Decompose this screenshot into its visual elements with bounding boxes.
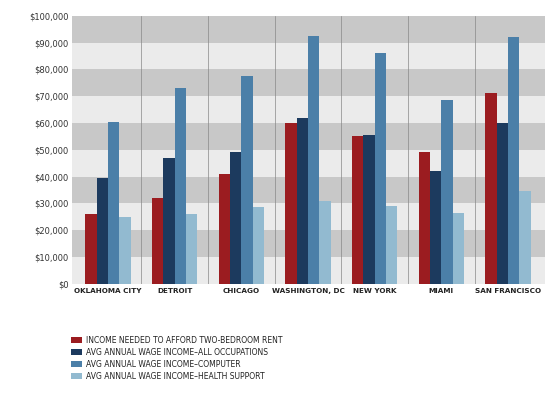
Bar [72, 123, 544, 150]
Bar [296, 117, 308, 284]
Bar [119, 217, 131, 284]
Bar [72, 69, 544, 96]
Bar [230, 152, 241, 284]
Bar [152, 198, 163, 284]
Bar [85, 214, 97, 284]
Bar [386, 206, 397, 284]
Bar [430, 171, 441, 284]
Bar [72, 230, 544, 257]
Bar [308, 36, 320, 284]
Bar [252, 207, 264, 284]
Bar [72, 177, 544, 203]
Bar [175, 88, 186, 284]
Bar [352, 136, 364, 284]
Bar [241, 76, 252, 284]
Bar [419, 152, 430, 284]
Bar [186, 214, 197, 284]
Bar [508, 37, 519, 284]
Bar [320, 201, 331, 284]
Bar [453, 213, 464, 284]
Bar [72, 257, 544, 284]
Bar [97, 178, 108, 284]
Bar [219, 174, 230, 284]
Bar [485, 93, 497, 284]
Bar [108, 122, 119, 284]
Bar [72, 96, 544, 123]
Bar [441, 100, 453, 284]
Bar [375, 53, 386, 284]
Legend: INCOME NEEDED TO AFFORD TWO-BEDROOM RENT, AVG ANNUAL WAGE INCOME–ALL OCCUPATIONS: INCOME NEEDED TO AFFORD TWO-BEDROOM RENT… [70, 336, 282, 381]
Bar [72, 203, 544, 230]
Bar [519, 191, 531, 284]
Bar [72, 150, 544, 177]
Bar [364, 135, 375, 284]
Bar [285, 123, 296, 284]
Bar [72, 43, 544, 69]
Bar [72, 16, 544, 43]
Bar [497, 123, 508, 284]
Bar [163, 158, 175, 284]
